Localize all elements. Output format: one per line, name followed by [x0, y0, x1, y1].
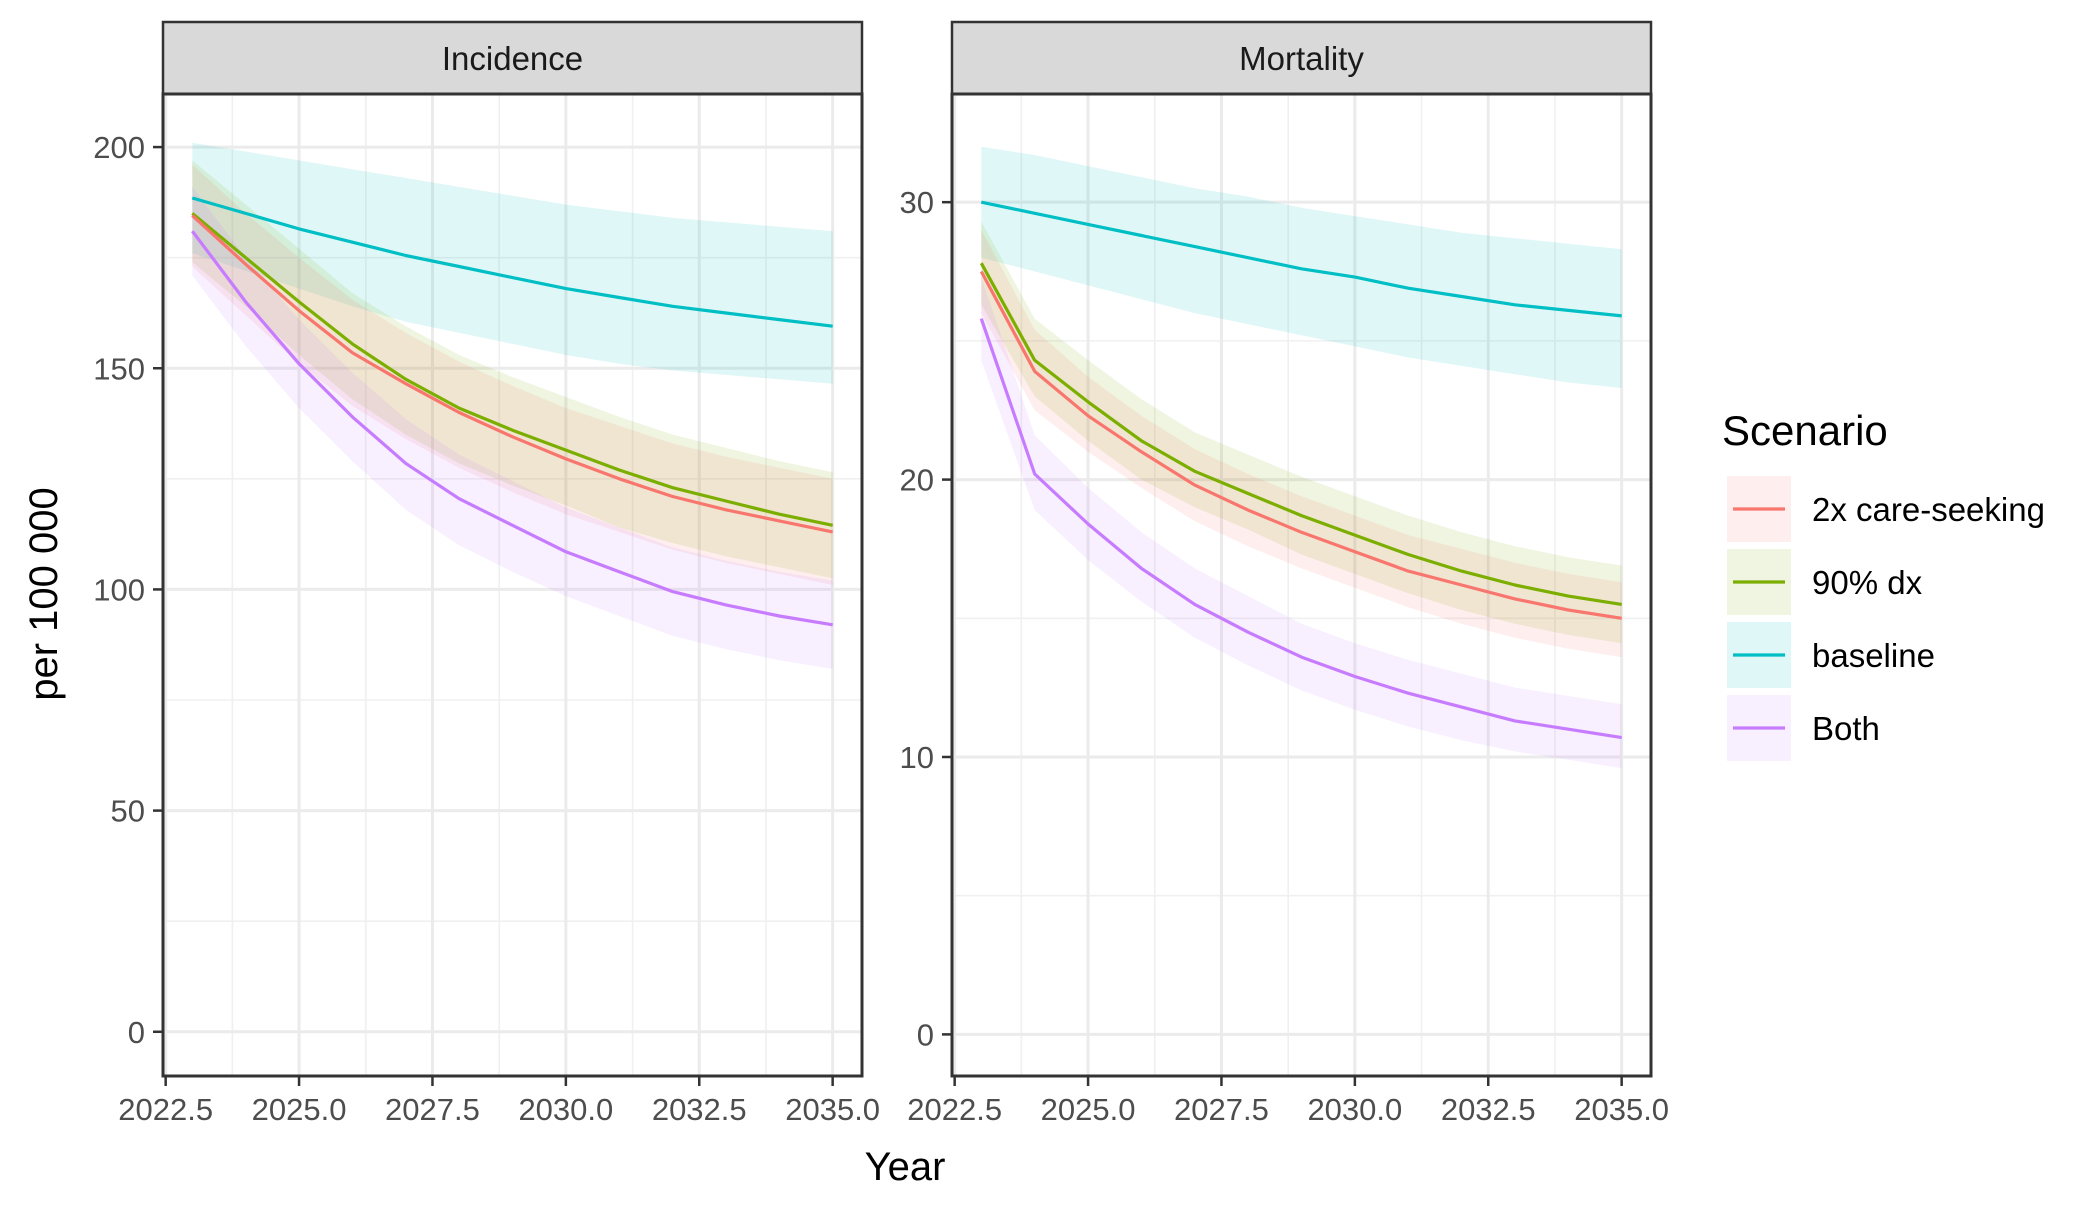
ribbon-90pct-dx-mortality — [981, 221, 1622, 644]
y-tick-label: 200 — [93, 130, 145, 165]
lines-mortality — [979, 200, 1622, 740]
x-tick-label: 2032.5 — [652, 1092, 747, 1127]
x-tick-label: 2035.0 — [785, 1092, 880, 1127]
line-2x-care-seeking-incidence — [191, 214, 834, 534]
ribbon-2x-care-seeking-incidence — [192, 164, 833, 586]
y-tick-label: 0 — [917, 1017, 934, 1052]
legend-label-2x-care-seeking: 2x care-seeking — [1812, 491, 2045, 528]
x-tick-label: 2022.5 — [907, 1092, 1002, 1127]
y-tick-label: 20 — [900, 463, 934, 498]
x-tick-label: 2025.0 — [1041, 1092, 1136, 1127]
y-tick-label: 0 — [128, 1015, 145, 1050]
line-baseline-incidence — [191, 196, 833, 328]
y-tick-label: 50 — [111, 794, 145, 829]
ribbon-both-incidence — [192, 186, 833, 669]
line-both-incidence — [191, 230, 833, 627]
panel-title-mortality: Mortality — [1239, 40, 1364, 77]
y-axis-title: per 100 000 — [22, 487, 66, 701]
legend-item-90pct-dx: 90% dx — [1727, 549, 1923, 615]
gridlines-mortality — [952, 94, 1651, 1076]
legend-title: Scenario — [1722, 407, 1888, 454]
ribbon-baseline-incidence — [192, 142, 833, 384]
y-tick-label: 30 — [900, 185, 934, 220]
x-tick-label: 2030.0 — [518, 1092, 613, 1127]
x-tick-label: 2035.0 — [1574, 1092, 1669, 1127]
legend-label-both: Both — [1812, 710, 1880, 747]
y-tick-label: 100 — [93, 572, 145, 607]
x-tick-label: 2025.0 — [252, 1092, 347, 1127]
ribbon-both-mortality — [981, 277, 1622, 769]
legend-item-2x-care-seeking: 2x care-seeking — [1727, 476, 2045, 542]
panel-title-incidence: Incidence — [442, 40, 583, 77]
line-both-mortality — [979, 318, 1622, 740]
lines-incidence — [191, 196, 834, 627]
legend-item-both: Both — [1727, 695, 1880, 761]
legend-item-baseline: baseline — [1727, 622, 1935, 688]
legend-label-90pct-dx: 90% dx — [1812, 564, 1923, 601]
x-tick-label: 2022.5 — [118, 1092, 213, 1127]
x-axis-incidence: 2022.5 2025.0 2027.5 2030.0 2032.5 2035.0 — [118, 1076, 880, 1127]
y-tick-label: 150 — [93, 351, 145, 386]
gridlines-incidence — [163, 94, 862, 1076]
panel-border-mortality — [950, 92, 1653, 1078]
panel-strip-incidence — [161, 20, 864, 96]
line-2x-care-seeking-mortality — [979, 270, 1622, 620]
x-tick-label: 2027.5 — [385, 1092, 480, 1127]
ribbons-incidence — [192, 142, 833, 669]
ribbon-2x-care-seeking-mortality — [981, 229, 1622, 658]
y-axis-mortality: 0 10 20 30 — [900, 185, 952, 1052]
panel-strip-mortality — [950, 20, 1653, 96]
x-axis-title: Year — [865, 1145, 946, 1189]
y-tick-label: 10 — [900, 740, 934, 775]
line-baseline-mortality — [980, 200, 1622, 318]
y-axis-incidence: 0 50 100 150 200 — [93, 130, 163, 1050]
legend: Scenario 2x care-seeking 90% dx baseline Bo… — [1722, 407, 2045, 761]
x-tick-label: 2032.5 — [1441, 1092, 1536, 1127]
ribbon-90pct-dx-incidence — [192, 160, 833, 579]
line-90pct-dx-incidence — [191, 212, 834, 527]
x-tick-label: 2027.5 — [1174, 1092, 1269, 1127]
legend-label-baseline: baseline — [1812, 637, 1935, 674]
x-axis-mortality: 2022.5 2025.0 2027.5 2030.0 2032.5 2035.0 — [907, 1076, 1669, 1127]
panel-border-incidence — [161, 92, 864, 1078]
line-90pct-dx-mortality — [979, 262, 1622, 606]
x-tick-label: 2030.0 — [1307, 1092, 1402, 1127]
plot-area-mortality — [952, 94, 1651, 1076]
